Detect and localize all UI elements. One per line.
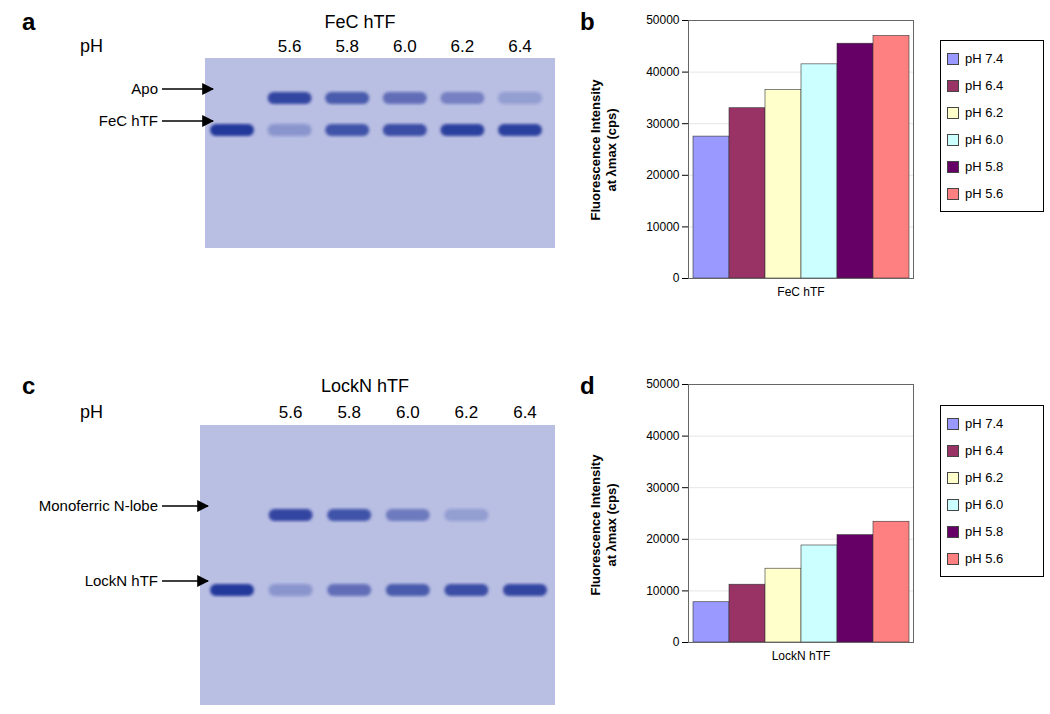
- html-text:pH 6.0: pH 6.0: [965, 132, 1004, 147]
- html-text:a: a: [22, 8, 36, 35]
- svg-text:50000: 50000: [646, 377, 680, 391]
- html-text:Fluorescence Intensity: Fluorescence Intensity: [588, 454, 603, 596]
- html-text:pH 5.8: pH 5.8: [965, 524, 1004, 539]
- html-text:d: d: [580, 372, 595, 399]
- svg-text:0: 0: [673, 635, 680, 649]
- svg-text:5.8: 5.8: [337, 403, 361, 422]
- svg-text:6.0: 6.0: [393, 37, 417, 56]
- html-text:pH 7.4: pH 7.4: [965, 51, 1004, 66]
- svg-text:50000: 50000: [646, 13, 680, 27]
- html-text:pH 6.2: pH 6.2: [965, 105, 1004, 120]
- svg-text:40000: 40000: [646, 65, 680, 79]
- html-text:at λmax (cps): at λmax (cps): [604, 108, 619, 192]
- svg-text:0: 0: [673, 271, 680, 285]
- html-text:b: b: [580, 8, 595, 35]
- html-text:pH 6.4: pH 6.4: [965, 443, 1004, 458]
- html-text:pH 6.2: pH 6.2: [965, 470, 1004, 485]
- svg-text:30000: 30000: [646, 481, 680, 495]
- svg-text:LockN hTF: LockN hTF: [772, 649, 831, 663]
- svg-text:5.6: 5.6: [278, 37, 302, 56]
- html-text:c: c: [22, 372, 36, 399]
- svg-text:LockN hTF: LockN hTF: [85, 572, 158, 589]
- svg-text:FeC hTF: FeC hTF: [777, 285, 824, 299]
- svg-text:Monoferric N-lobe: Monoferric N-lobe: [39, 497, 158, 514]
- svg-text:6.0: 6.0: [396, 403, 420, 422]
- svg-text:5.8: 5.8: [335, 37, 359, 56]
- html-text:Fluorescence Intensity: Fluorescence Intensity: [588, 79, 603, 221]
- html-text:pH 6.4: pH 6.4: [965, 78, 1004, 93]
- html-text:pH 5.6: pH 5.6: [965, 186, 1004, 201]
- html-text:FeC hTF: FeC hTF: [324, 12, 396, 32]
- html-text:pH 5.8: pH 5.8: [965, 159, 1004, 174]
- html-text:LockN hTF: LockN hTF: [321, 376, 409, 396]
- svg-text:6.2: 6.2: [455, 403, 479, 422]
- svg-text:30000: 30000: [646, 117, 680, 131]
- html-text:pH: pH: [80, 36, 103, 56]
- svg-text:20000: 20000: [646, 532, 680, 546]
- svg-text:Apo: Apo: [131, 80, 158, 97]
- html-text:pH 6.0: pH 6.0: [965, 497, 1004, 512]
- svg-text:6.2: 6.2: [451, 37, 475, 56]
- svg-text:40000: 40000: [646, 429, 680, 443]
- html-text:pH 5.6: pH 5.6: [965, 551, 1004, 566]
- html-text:pH: pH: [80, 402, 103, 422]
- html-text:pH 7.4: pH 7.4: [965, 416, 1004, 431]
- svg-text:6.4: 6.4: [513, 403, 537, 422]
- svg-text:6.4: 6.4: [508, 37, 532, 56]
- html-text:at λmax (cps): at λmax (cps): [604, 483, 619, 567]
- svg-text:20000: 20000: [646, 168, 680, 182]
- svg-text:5.6: 5.6: [279, 403, 303, 422]
- svg-text:10000: 10000: [646, 584, 680, 598]
- svg-text:10000: 10000: [646, 220, 680, 234]
- svg-text:FeC hTF: FeC hTF: [99, 112, 158, 129]
